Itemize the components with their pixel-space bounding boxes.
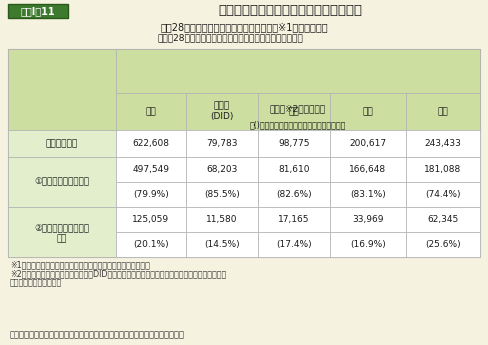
Text: ②登記簿のみでは所在: ②登記簿のみでは所在 — [35, 224, 90, 233]
Bar — [406, 130, 480, 157]
Text: 98,775: 98,775 — [278, 139, 310, 148]
Text: (82.6%): (82.6%) — [276, 190, 312, 199]
Bar — [258, 182, 330, 207]
Text: 資料：国土交通省「国土審議会土地政策分科会特別部会第１回資料」より抜粋: 資料：国土交通省「国土審議会土地政策分科会特別部会第１回資料」より抜粋 — [10, 331, 185, 339]
Bar — [330, 157, 406, 182]
Text: 11,580: 11,580 — [206, 215, 238, 224]
Text: (79.9%): (79.9%) — [133, 190, 169, 199]
Text: 不明: 不明 — [57, 235, 67, 244]
Bar — [258, 157, 330, 182]
Bar — [186, 93, 258, 130]
Text: 都市部
(DID): 都市部 (DID) — [210, 102, 234, 121]
Text: 平成28年度地籍調査における土地所有者等※1に関する調査: 平成28年度地籍調査における土地所有者等※1に関する調査 — [160, 22, 328, 32]
Text: 79,783: 79,783 — [206, 139, 238, 148]
Bar — [186, 182, 258, 207]
Bar — [186, 157, 258, 182]
Bar — [8, 49, 480, 257]
Text: 林地: 林地 — [438, 107, 448, 116]
Text: 所有者不明土地の割合に関する調査結果: 所有者不明土地の割合に関する調査結果 — [218, 4, 362, 18]
Bar — [258, 93, 330, 130]
Text: 166,648: 166,648 — [349, 165, 386, 174]
Text: ※1　土地の所有者その他の利害関係人又はこれらの者の代理人: ※1 土地の所有者その他の利害関係人又はこれらの者の代理人 — [10, 260, 150, 269]
Bar — [330, 182, 406, 207]
Bar — [8, 49, 116, 130]
Bar — [406, 207, 480, 232]
Text: 全体: 全体 — [145, 107, 156, 116]
Text: （平成28年度に一筆地調査を実施した地区を対象に調査）: （平成28年度に一筆地調査を実施した地区を対象に調査） — [157, 33, 303, 42]
Bar — [186, 232, 258, 257]
Text: 33,969: 33,969 — [352, 215, 384, 224]
Bar — [258, 130, 330, 157]
Bar — [116, 182, 186, 207]
Text: ①登記簿上で所在確認: ①登記簿上で所在確認 — [35, 177, 90, 187]
Bar — [330, 93, 406, 130]
Text: 622,608: 622,608 — [133, 139, 169, 148]
Text: (83.1%): (83.1%) — [350, 190, 386, 199]
Bar — [186, 207, 258, 232]
Bar — [186, 130, 258, 157]
Text: 宅地: 宅地 — [288, 107, 299, 116]
Text: 17,165: 17,165 — [278, 215, 310, 224]
Text: 62,345: 62,345 — [427, 215, 459, 224]
Text: 125,059: 125,059 — [132, 215, 169, 224]
Bar — [116, 93, 186, 130]
Bar — [406, 232, 480, 257]
Bar — [8, 207, 116, 257]
Text: (85.5%): (85.5%) — [204, 190, 240, 199]
Text: (17.4%): (17.4%) — [276, 240, 312, 249]
Text: ※2　１調査地区には、様々な地帯（DID、宅地、農地、林地）が含まれるため、地区内で最も割: ※2 １調査地区には、様々な地帯（DID、宅地、農地、林地）が含まれるため、地区… — [10, 269, 226, 278]
Bar — [116, 157, 186, 182]
Text: 調査対象筆数: 調査対象筆数 — [46, 139, 78, 148]
Text: (25.6%): (25.6%) — [425, 240, 461, 249]
Bar — [8, 4, 68, 18]
Bar — [406, 157, 480, 182]
Bar — [330, 130, 406, 157]
Text: 243,433: 243,433 — [425, 139, 462, 148]
Bar — [8, 130, 116, 157]
Text: 資料I－11: 資料I－11 — [20, 6, 55, 16]
Bar — [406, 93, 480, 130]
Text: 合の多い地帯で区分: 合の多い地帯で区分 — [10, 278, 62, 287]
Bar — [330, 207, 406, 232]
Text: 地域別※2の調査結果: 地域別※2の調査結果 — [270, 104, 326, 113]
Bar — [116, 130, 186, 157]
Bar — [8, 157, 116, 207]
Bar — [330, 232, 406, 257]
Bar — [258, 232, 330, 257]
Bar — [116, 207, 186, 232]
Text: 497,549: 497,549 — [133, 165, 169, 174]
Text: (74.4%): (74.4%) — [425, 190, 461, 199]
Bar — [406, 182, 480, 207]
Bar — [258, 207, 330, 232]
Text: 【()内の数字は調査対象筆数に対する割合】: 【()内の数字は調査対象筆数に対する割合】 — [250, 120, 346, 129]
Text: 農地: 農地 — [363, 107, 373, 116]
Bar — [116, 49, 480, 93]
Text: 68,203: 68,203 — [206, 165, 238, 174]
Text: 200,617: 200,617 — [349, 139, 386, 148]
Text: (14.5%): (14.5%) — [204, 240, 240, 249]
Text: 81,610: 81,610 — [278, 165, 310, 174]
Text: (20.1%): (20.1%) — [133, 240, 169, 249]
Bar — [116, 232, 186, 257]
Text: (16.9%): (16.9%) — [350, 240, 386, 249]
Text: 181,088: 181,088 — [425, 165, 462, 174]
